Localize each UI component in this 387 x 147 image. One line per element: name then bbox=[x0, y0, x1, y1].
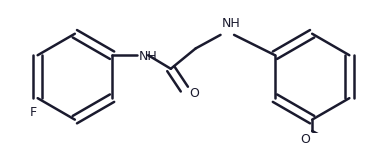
Text: NH: NH bbox=[222, 17, 240, 30]
Text: O: O bbox=[189, 87, 199, 100]
Text: F: F bbox=[29, 106, 37, 119]
Text: O: O bbox=[300, 133, 310, 146]
Text: NH: NH bbox=[139, 50, 158, 63]
